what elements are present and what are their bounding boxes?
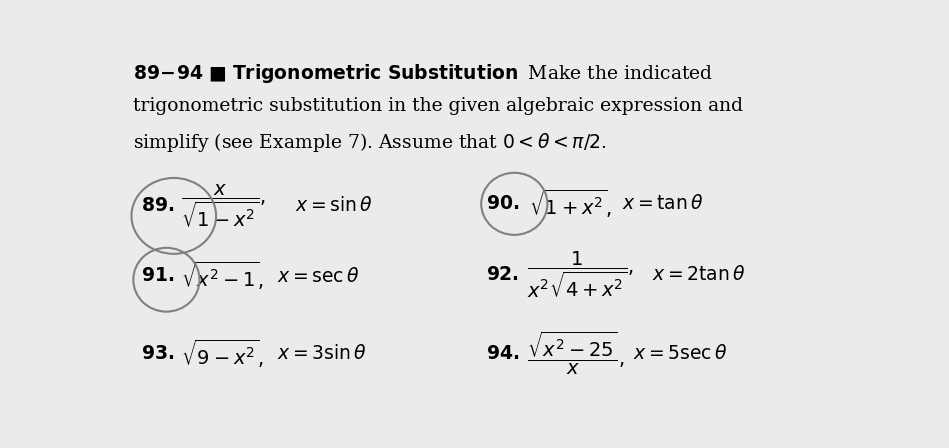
Text: $\mathbf{91.}$: $\mathbf{91.}$ xyxy=(140,267,174,285)
Text: $\mathbf{90.}$: $\mathbf{90.}$ xyxy=(486,195,520,213)
Text: trigonometric substitution in the given algebraic expression and: trigonometric substitution in the given … xyxy=(133,97,743,115)
Text: simplify (see Example 7). Assume that $0 < \theta < \pi/2$.: simplify (see Example 7). Assume that $0… xyxy=(133,131,607,155)
Text: $x = \sin\theta$: $x = \sin\theta$ xyxy=(295,196,373,215)
Text: $\mathbf{93.}$: $\mathbf{93.}$ xyxy=(140,345,174,363)
Text: $\sqrt{1+x^2},$: $\sqrt{1+x^2},$ xyxy=(529,188,611,220)
Text: $x = 2\tan\theta$: $x = 2\tan\theta$ xyxy=(652,265,745,284)
Text: $\dfrac{\sqrt{x^2-25}}{x},$: $\dfrac{\sqrt{x^2-25}}{x},$ xyxy=(527,330,624,378)
Text: $\mathbf{92.}$: $\mathbf{92.}$ xyxy=(486,266,519,284)
Text: $\mathbf{89.}$: $\mathbf{89.}$ xyxy=(140,197,174,215)
Text: $x = 3\sin\theta$: $x = 3\sin\theta$ xyxy=(277,345,366,363)
Text: $\mathbf{89\!-\!94\ \blacksquare\ Trigonometric\ Substitution}$$\;\;$Make the in: $\mathbf{89\!-\!94\ \blacksquare\ Trigon… xyxy=(133,62,714,86)
Text: $\sqrt{9-x^2},$: $\sqrt{9-x^2},$ xyxy=(181,338,264,370)
Text: $\dfrac{x}{\sqrt{1-x^2}},$: $\dfrac{x}{\sqrt{1-x^2}},$ xyxy=(181,182,266,229)
Text: $\dfrac{1}{x^2\sqrt{4+x^2}},$: $\dfrac{1}{x^2\sqrt{4+x^2}},$ xyxy=(527,250,634,300)
Text: $x = \tan\theta$: $x = \tan\theta$ xyxy=(623,194,704,213)
Text: $\mathbf{94.}$: $\mathbf{94.}$ xyxy=(486,345,520,363)
Text: $x = 5\sec\theta$: $x = 5\sec\theta$ xyxy=(634,345,728,363)
Text: $x = \sec\theta$: $x = \sec\theta$ xyxy=(277,267,359,286)
Text: $\sqrt{x^2-1},$: $\sqrt{x^2-1},$ xyxy=(181,260,264,293)
